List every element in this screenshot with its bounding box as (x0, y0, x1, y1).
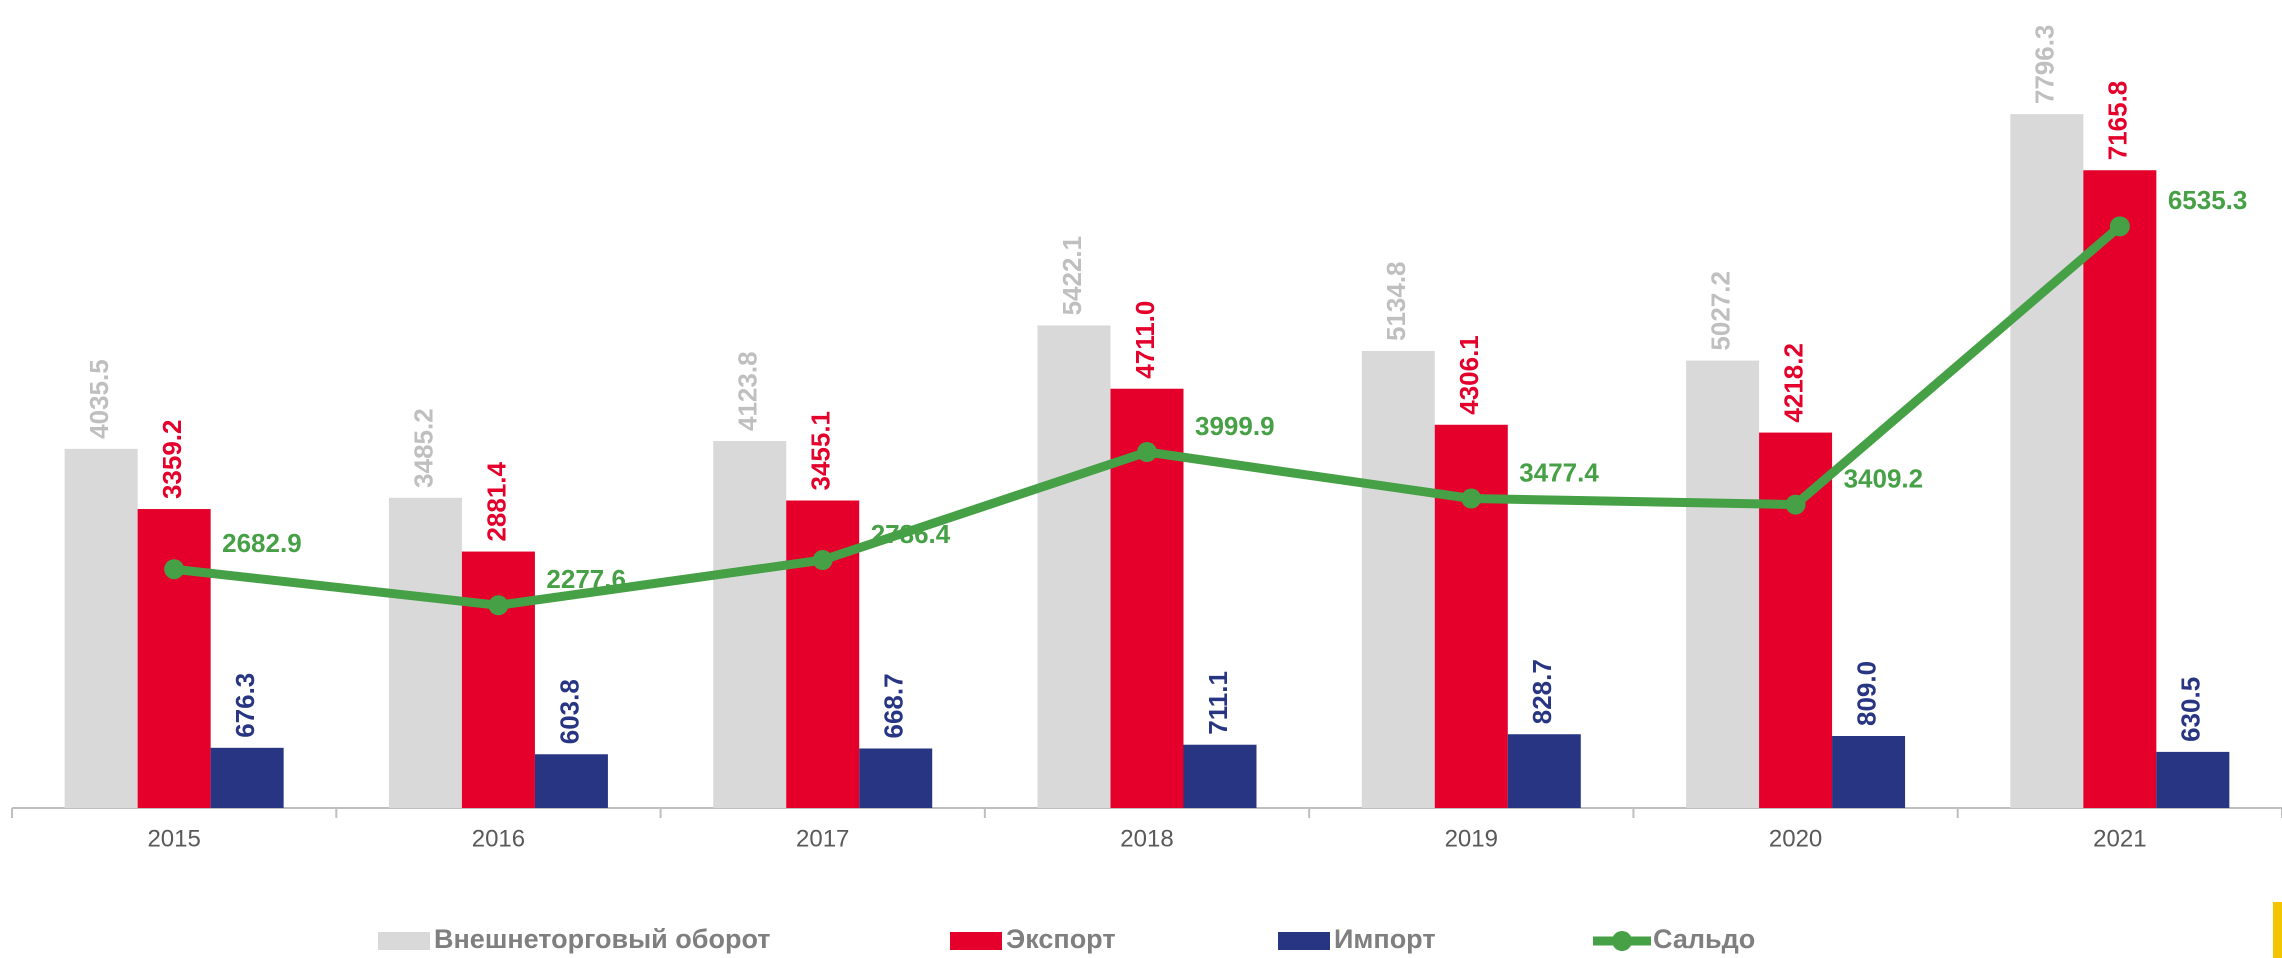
data-label: 2786.4 (871, 519, 951, 549)
bar (2083, 170, 2157, 809)
bar (1832, 735, 1906, 808)
legend-swatch (950, 932, 1002, 950)
bar (64, 448, 138, 808)
bar (2156, 751, 2230, 808)
data-label: 603.8 (554, 679, 584, 744)
bar (388, 497, 462, 808)
line-point (2109, 216, 2130, 237)
x-tick-label: 2019 (1445, 825, 1498, 852)
data-label: 711.1 (1203, 671, 1233, 735)
data-label: 6535.3 (2168, 185, 2248, 215)
line-point (812, 550, 833, 571)
data-label: 3485.2 (408, 408, 438, 488)
legend-label: Импорт (1334, 924, 1436, 954)
data-label: 5134.8 (1381, 261, 1411, 341)
data-label: 4035.5 (84, 359, 114, 439)
line-point (164, 559, 185, 580)
data-label: 2682.9 (222, 528, 302, 558)
bar (1686, 360, 1760, 808)
x-tick-label: 2020 (1769, 825, 1822, 852)
data-label: 4123.8 (733, 351, 763, 431)
data-label: 3359.2 (157, 419, 187, 499)
bar (1183, 744, 1257, 808)
bar (786, 500, 860, 808)
data-label: 809.0 (1851, 661, 1881, 726)
data-label: 3455.1 (806, 411, 836, 491)
data-label: 4306.1 (1454, 335, 1484, 415)
bar (1361, 351, 1435, 808)
bar (1037, 325, 1111, 808)
bar (1507, 734, 1581, 808)
data-label: 5027.2 (1705, 271, 1735, 351)
data-label: 630.5 (2176, 677, 2206, 742)
data-label: 7165.8 (2103, 81, 2133, 161)
bar (210, 747, 284, 808)
data-label: 4711.0 (1130, 301, 1160, 379)
data-label: 828.7 (1527, 659, 1557, 724)
legend-swatch (1278, 932, 1330, 950)
line-point (1785, 494, 1806, 515)
data-label: 676.3 (230, 673, 260, 738)
data-label: 668.7 (879, 673, 909, 738)
bar (137, 509, 211, 808)
data-label: 3477.4 (1519, 457, 1599, 487)
corner-accent (2273, 902, 2282, 958)
legend-label: Сальдо (1653, 924, 1755, 954)
legend-swatch (378, 932, 430, 950)
legend-marker (1612, 931, 1632, 951)
bar (1759, 432, 1833, 808)
x-tick-label: 2018 (1120, 825, 1173, 852)
line-point (1461, 488, 1482, 509)
data-label: 2277.6 (546, 564, 626, 594)
bar (859, 748, 933, 808)
line-point (488, 595, 509, 616)
data-label: 2881.4 (481, 461, 511, 541)
bar (1434, 424, 1508, 808)
x-tick-label: 2021 (2093, 825, 2146, 852)
data-label: 3409.2 (1844, 463, 1924, 493)
bar (461, 551, 535, 808)
data-label: 3999.9 (1195, 411, 1275, 441)
x-tick-label: 2017 (796, 825, 849, 852)
data-label: 7796.3 (2030, 25, 2060, 105)
data-label: 4218.2 (1778, 343, 1808, 423)
bar (534, 754, 608, 808)
data-label: 5422.1 (1057, 236, 1087, 316)
legend-label: Внешнеторговый оборот (434, 924, 771, 954)
legend-label: Экспорт (1006, 924, 1116, 954)
bar (713, 440, 787, 808)
line-point (1137, 442, 1157, 463)
x-tick-label: 2015 (147, 825, 200, 852)
x-tick-label: 2016 (472, 825, 525, 852)
bar (2010, 114, 2084, 809)
